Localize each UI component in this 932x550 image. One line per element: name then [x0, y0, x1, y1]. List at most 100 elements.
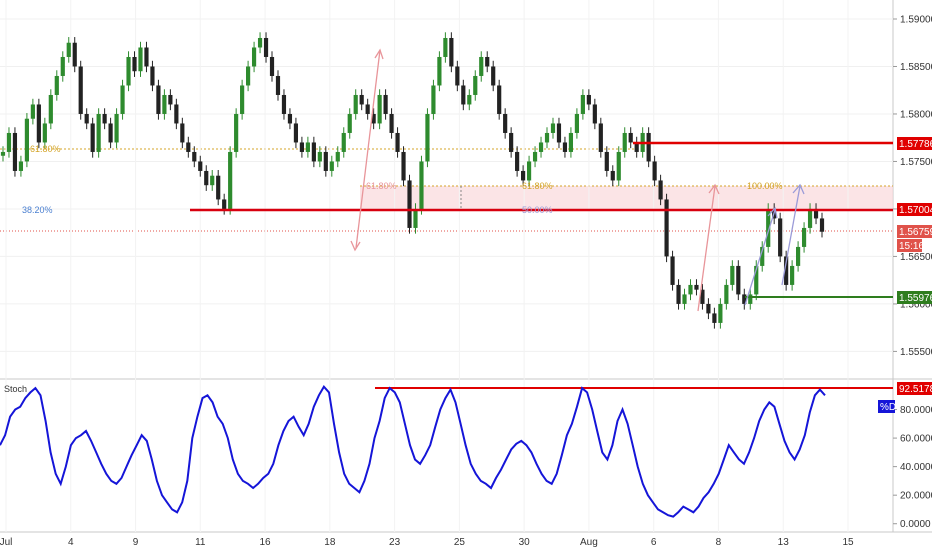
arrow-up-1-head [374, 48, 384, 60]
candle-body [730, 265, 735, 285]
time-axis[interactable]: Jul 4 9 11 16 18 23 25 30 Aug 6 8 13 15 [0, 537, 854, 548]
price-tick-label: 1.58000 [900, 109, 932, 120]
candle-body [24, 118, 29, 162]
svg-text:%D: %D [880, 402, 896, 413]
svg-text:1.56759: 1.56759 [899, 227, 932, 238]
stoch-tick-label: 20.0000 [900, 491, 932, 502]
time-tick-label: 8 [716, 537, 722, 548]
candle-body [144, 47, 149, 67]
candle-body [610, 170, 615, 181]
fib-label-4: 50.00% [522, 205, 553, 215]
svg-text:1.55976: 1.55976 [899, 293, 932, 304]
stoch-series-badge: %D [878, 400, 896, 413]
candle-body [401, 151, 406, 181]
candle-body [0, 151, 6, 156]
fib-label-2: 61.80% [366, 181, 397, 191]
arrow-up-2-head [708, 183, 720, 195]
svg-text:92.5178: 92.5178 [899, 384, 932, 395]
arrow-up-3-head [767, 206, 778, 219]
time-tick-label: 30 [519, 537, 531, 548]
stoch-tag-last: 92.5178 [897, 382, 932, 395]
candle-body [658, 180, 663, 200]
candle-body [168, 94, 173, 105]
time-tick-label: 18 [324, 537, 336, 548]
candle-body [174, 104, 179, 124]
stoch-axis[interactable]: 80.0000 60.0000 40.0000 20.0000 0.0000 [893, 405, 932, 530]
candle-body [257, 37, 263, 48]
candle-body [748, 294, 753, 304]
candle-body [389, 113, 394, 133]
candle-body [479, 56, 484, 76]
candle-body [42, 123, 47, 143]
candle-body [317, 151, 322, 162]
candle-body [6, 132, 12, 152]
candle-body [586, 94, 591, 105]
time-tick-label: 15 [842, 537, 854, 548]
candle-body [102, 113, 107, 124]
candle-body [425, 113, 430, 162]
candle-body [724, 284, 729, 304]
candle-body [156, 85, 161, 114]
stoch-label: Stoch [4, 384, 27, 394]
resistance-zone [360, 186, 893, 210]
arrow-up-3 [744, 209, 776, 306]
price-tick-label: 1.55500 [900, 347, 932, 358]
candle-body [455, 66, 460, 86]
price-tag-resistance: 1.57786 [897, 137, 932, 150]
candle-body [341, 132, 346, 152]
candle-body [347, 113, 352, 133]
candle-body [461, 85, 466, 105]
fib-label-0: 38.20% [22, 205, 53, 215]
candle-body [54, 75, 59, 95]
candle-body [485, 56, 490, 67]
arrow-up-2 [697, 185, 716, 312]
candle-body [580, 94, 585, 114]
stoch-tick-label: 80.0000 [900, 405, 932, 416]
candle-body [335, 151, 340, 162]
fib-label-5: 100.00% [747, 181, 783, 191]
candle-body [90, 123, 95, 152]
candle-body [234, 113, 239, 152]
time-tick-label: 16 [260, 537, 272, 548]
candle-body [521, 170, 526, 181]
candle-body [353, 94, 358, 114]
candle-body [574, 113, 579, 133]
candle-body [676, 284, 681, 304]
candle-body [210, 175, 215, 186]
time-tick-label: 13 [778, 537, 790, 548]
candle-body [36, 104, 41, 143]
candle-body [754, 265, 759, 295]
candle-body [138, 47, 143, 72]
time-tick-label: 23 [389, 537, 401, 548]
candle-body [323, 151, 328, 171]
candle-body [813, 208, 819, 219]
stoch-pane [0, 380, 893, 532]
candle-body [766, 208, 771, 247]
price-tick-label: 1.58500 [900, 62, 932, 73]
candle-body [281, 94, 287, 114]
candle-body [251, 47, 257, 67]
candle-body [807, 208, 813, 228]
candle-body [718, 303, 723, 323]
candle-body [670, 256, 675, 285]
candle-body [132, 56, 137, 72]
arrow-up-1 [355, 49, 381, 249]
candle-body [682, 294, 687, 304]
candle-body [796, 246, 801, 266]
candle-body [526, 161, 532, 181]
time-tick-label: 11 [195, 537, 206, 548]
svg-text:15:16: 15:16 [899, 241, 924, 252]
candle-body [622, 132, 627, 152]
price-axis[interactable]: 1.590001.585001.580001.575001.570001.565… [893, 14, 932, 358]
candle-body [819, 218, 825, 232]
candle-body [616, 151, 621, 181]
candle-body [222, 199, 227, 209]
candle-body [377, 94, 382, 124]
candle-body [192, 151, 197, 162]
fib-label-1: 61.80% [30, 144, 61, 154]
candle-body [198, 161, 203, 171]
candle-body [706, 303, 711, 314]
candle-body [186, 142, 191, 152]
price-tag-last: 1.56759 [897, 225, 932, 238]
